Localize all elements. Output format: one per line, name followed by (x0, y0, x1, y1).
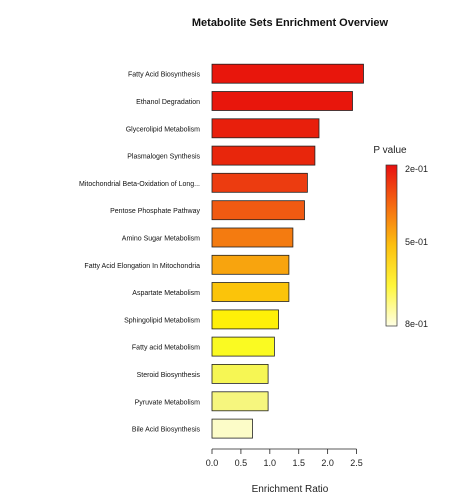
category-label: Mitochondrial Beta-Oxidation of Long... (79, 181, 200, 188)
bar (211, 391, 269, 412)
category-label: Ethanol Degradation (136, 99, 200, 106)
chart-title: Metabolite Sets Enrichment Overview (192, 17, 389, 29)
bar (211, 118, 320, 139)
category-label: Plasmalogen Synthesis (127, 154, 200, 161)
bars-layer (211, 63, 364, 439)
x-tick-label: 0.0 (206, 458, 219, 468)
category-label: Steroid Biosynthesis (137, 372, 201, 379)
bar (211, 63, 364, 84)
bar (211, 336, 275, 357)
category-label: Glycerolipid Metabolism (126, 126, 200, 133)
legend-label: 2e-01 (405, 164, 428, 174)
category-labels: Fatty Acid Biosynthesis Ethanol Degradati… (79, 72, 201, 434)
category-label: Amino Sugar Metabolism (122, 236, 200, 243)
x-tick-label: 2.5 (350, 458, 363, 468)
bar (211, 309, 279, 330)
x-axis-label: Enrichment Ratio (252, 484, 329, 495)
legend-title: P value (373, 145, 407, 156)
bar (211, 282, 290, 302)
legend-label: 8e-01 (405, 319, 428, 329)
category-label: Bile Acid Biosynthesis (132, 427, 201, 434)
bar (211, 227, 294, 248)
category-label: Fatty Acid Biosynthesis (128, 72, 200, 79)
category-label: Aspartate Metabolism (132, 290, 200, 297)
legend: P value 2e-01 5e-01 8e-01 (373, 145, 428, 329)
bar (211, 200, 305, 221)
x-tick-label: 2.0 (321, 458, 334, 468)
bar (211, 91, 353, 111)
x-axis: 0.0 0.5 1.0 1.5 2.0 2.5 (206, 448, 363, 468)
legend-label: 5e-01 (405, 237, 428, 247)
bar (211, 418, 253, 439)
bar (211, 254, 290, 275)
bar (211, 145, 316, 166)
category-label: Fatty Acid Elongation In Mitochondria (84, 263, 200, 270)
category-label: Pyruvate Metabolism (135, 399, 201, 406)
x-tick-label: 1.5 (292, 458, 305, 468)
x-tick-label: 1.0 (264, 458, 277, 468)
category-label: Fatty acid Metabolism (132, 345, 200, 352)
legend-color-bar (385, 164, 398, 327)
bar (211, 172, 308, 193)
category-label: Pentose Phosphate Pathway (110, 208, 200, 215)
category-label: Sphingolipid Metabolism (124, 317, 200, 324)
x-tick-label: 0.5 (235, 458, 248, 468)
bar (211, 363, 269, 384)
